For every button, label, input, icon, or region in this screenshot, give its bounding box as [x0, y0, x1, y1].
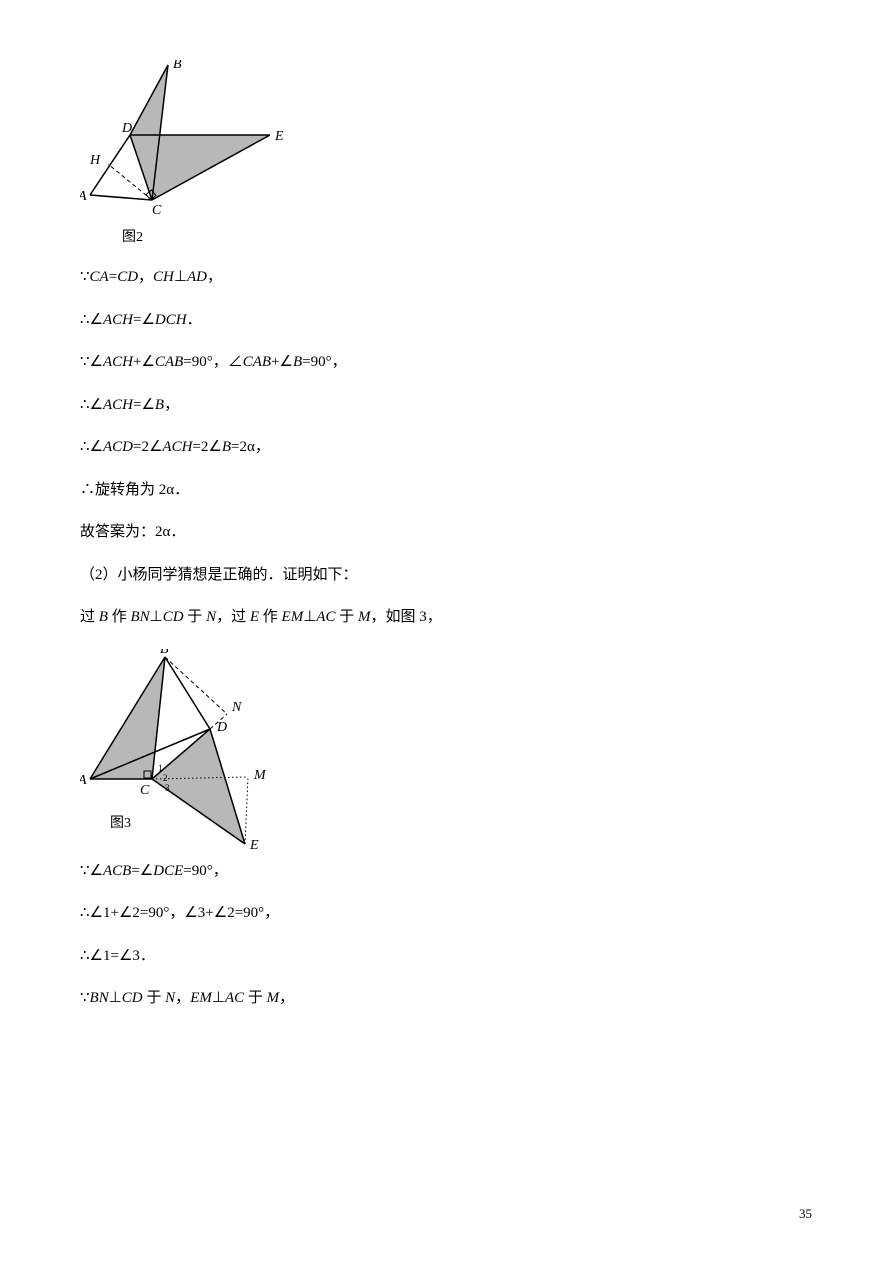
- svg-text:2: 2: [163, 773, 168, 783]
- proof-line-12: ∴∠1=∠3．: [80, 945, 812, 968]
- proof-line-2: ∴∠ACH=∠DCH．: [80, 309, 812, 332]
- proof-line-8: （2）小杨同学猜想是正确的．证明如下：: [80, 564, 812, 587]
- svg-text:C: C: [152, 203, 162, 218]
- figure-2: A B C D E H: [80, 60, 812, 220]
- svg-text:N: N: [231, 700, 242, 715]
- figure-3: 123 A B C D E M N 图3: [80, 649, 812, 854]
- svg-text:B: B: [173, 60, 182, 72]
- proof-line-10: ∵∠ACB=∠DCE=90°，: [80, 860, 812, 883]
- proof-line-7: 故答案为：2α．: [80, 521, 812, 544]
- svg-text:A: A: [80, 189, 87, 204]
- proof-line-13: ∵BN⊥CD 于 N，EM⊥AC 于 M，: [80, 987, 812, 1010]
- svg-text:D: D: [121, 121, 132, 136]
- page-number: 35: [799, 1206, 812, 1222]
- proof-line-9: 过 B 作 BN⊥CD 于 N，过 E 作 EM⊥AC 于 M，如图 3，: [80, 606, 812, 629]
- svg-text:E: E: [274, 129, 284, 144]
- svg-text:B: B: [160, 649, 169, 657]
- proof-line-11: ∴∠1+∠2=90°，∠3+∠2=90°，: [80, 902, 812, 925]
- proof-line-6: ∴旋转角为 2α．: [80, 479, 812, 502]
- proof-line-3: ∵∠ACH+∠CAB=90°，∠CAB+∠B=90°，: [80, 351, 812, 374]
- svg-text:3: 3: [165, 783, 170, 793]
- svg-text:图3: 图3: [110, 816, 131, 831]
- svg-text:M: M: [253, 768, 267, 783]
- proof-line-1: ∵CA=CD，CH⊥AD，: [80, 266, 812, 289]
- figure-2-label: 图2: [80, 226, 812, 246]
- svg-text:A: A: [80, 773, 87, 788]
- svg-text:1: 1: [158, 763, 163, 773]
- svg-text:D: D: [216, 720, 227, 735]
- svg-text:E: E: [249, 838, 259, 853]
- svg-text:H: H: [89, 153, 101, 168]
- proof-line-5: ∴∠ACD=2∠ACH=2∠B=2α，: [80, 436, 812, 459]
- proof-line-4: ∴∠ACH=∠B，: [80, 394, 812, 417]
- svg-text:C: C: [140, 783, 150, 798]
